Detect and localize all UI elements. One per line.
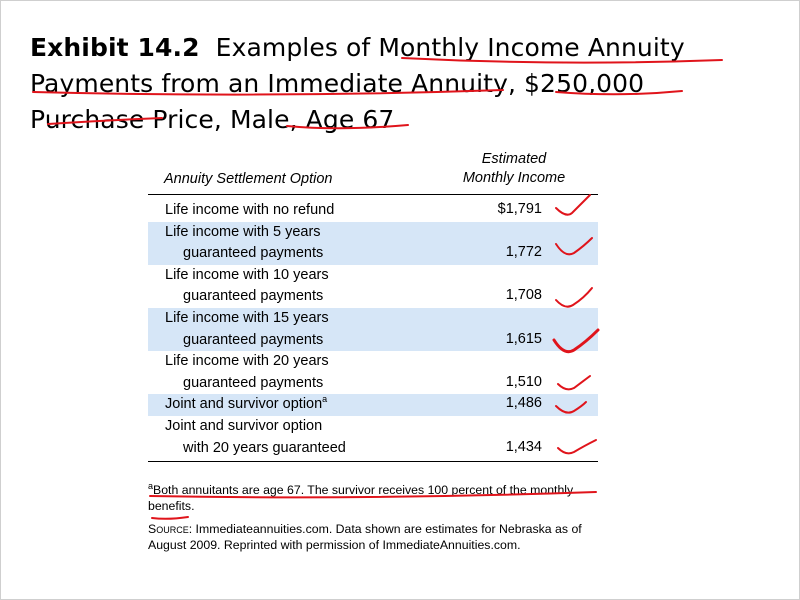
col-header-income-line1: Estimated [481, 151, 547, 167]
row-value: 1,510 [505, 373, 542, 390]
footnote-ref: a [322, 394, 328, 405]
row-value: $1,791 [497, 201, 542, 217]
row-label: Joint and survivor optiona [148, 394, 598, 416]
table-notes: aBoth annuitants are age 67. The survivo… [148, 480, 608, 553]
row-label: Life income with no refund [148, 200, 598, 222]
row-label-line2: guaranteed payments [183, 288, 324, 305]
exhibit-title: Exhibit 14.2 Examples of Monthly Income … [30, 30, 770, 138]
col-header-option: Annuity Settlement Option [164, 171, 333, 187]
table-row: Life income with 20 years guaranteed paym… [148, 351, 598, 394]
footnote-text: Both annuitants are age 67. The survivor… [148, 483, 574, 513]
row-value: 1,434 [505, 438, 542, 455]
table-body: Life income with no refund $1,791 Life inc… [148, 195, 598, 459]
row-label-line1: Joint and survivor option [165, 396, 323, 413]
exhibit-title-line3: Purchase Price, Male, Age 67 [30, 105, 395, 134]
exhibit-title-line2: Payments from an Immediate Annuity, $250… [30, 69, 645, 98]
row-label-line2: with 20 years guaranteed [183, 439, 346, 456]
row-value: 1,615 [505, 330, 542, 347]
row-label-line1: Life income with 20 years [165, 353, 329, 370]
row-label: Life income with 5 years guaranteed payme… [148, 222, 598, 265]
footnote-marker: a [148, 480, 154, 491]
table-header: Annuity Settlement Option Estimated Mont… [148, 146, 598, 195]
row-label: Joint and survivor option with 20 years g… [148, 416, 598, 459]
row-label: Life income with 15 years guaranteed paym… [148, 308, 598, 351]
row-label-line1: Life income with 5 years [165, 223, 321, 240]
row-label-line2: guaranteed payments [183, 331, 324, 348]
row-label-line1: Life income with 15 years [165, 309, 329, 326]
row-label-line1: Joint and survivor option [165, 417, 323, 434]
footnote: aBoth annuitants are age 67. The survivo… [148, 480, 608, 514]
table-row: Life income with 15 years guaranteed paym… [148, 307, 598, 352]
row-label: Life income with 20 years guaranteed paym… [148, 351, 598, 394]
row-value: 1,486 [505, 395, 542, 412]
source-label: Source: [148, 522, 193, 536]
row-value: 1,772 [505, 244, 542, 261]
exhibit-label: Exhibit 14.2 [30, 33, 200, 62]
row-label-line2: guaranteed payments [183, 374, 324, 391]
table-row: Life income with 10 years guaranteed paym… [148, 265, 598, 308]
col-header-income-line2: Monthly Income [462, 170, 566, 186]
table-row: Life income with no refund $1,791 [148, 200, 598, 222]
annuity-table: Annuity Settlement Option Estimated Mont… [148, 146, 598, 463]
col-header-income: Estimated Monthly Income [454, 150, 574, 188]
table-row: Life income with 5 years guaranteed payme… [148, 221, 598, 265]
row-label-line1: Life income with no refund [165, 202, 335, 218]
table-row: Joint and survivor optiona 1,486 [148, 394, 598, 416]
exhibit-title-line1: Examples of Monthly Income Annuity [215, 33, 685, 62]
table-bottom-rule [148, 461, 598, 463]
source-text: Immediateannuities.com. Data shown are e… [148, 522, 582, 552]
row-label: Life income with 10 years guaranteed paym… [148, 265, 598, 308]
row-label-line2: guaranteed payments [183, 245, 324, 262]
row-value: 1,708 [505, 287, 542, 304]
table-row: Joint and survivor option with 20 years g… [148, 416, 598, 459]
source-note: Source: Immediateannuities.com. Data sho… [148, 522, 608, 553]
row-label-line1: Life income with 10 years [165, 266, 329, 283]
